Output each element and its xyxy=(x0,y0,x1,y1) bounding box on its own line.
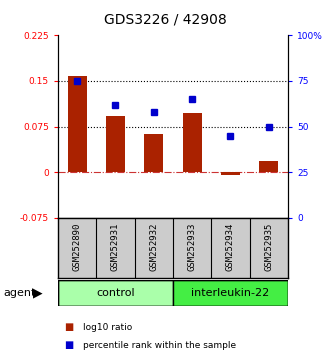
Text: GSM252932: GSM252932 xyxy=(149,223,158,271)
Text: agent: agent xyxy=(3,288,36,298)
Bar xyxy=(58,280,173,306)
Bar xyxy=(259,161,278,172)
Text: ▶: ▶ xyxy=(33,286,43,299)
Bar xyxy=(173,280,288,306)
Bar xyxy=(221,172,240,175)
Text: GSM252935: GSM252935 xyxy=(264,223,273,271)
Bar xyxy=(106,116,125,172)
Text: GSM252890: GSM252890 xyxy=(72,223,82,271)
Text: ■: ■ xyxy=(65,340,74,350)
Text: percentile rank within the sample: percentile rank within the sample xyxy=(83,341,236,350)
Bar xyxy=(182,113,202,172)
Bar xyxy=(144,134,164,172)
Text: ■: ■ xyxy=(65,322,74,332)
Bar xyxy=(68,76,87,172)
Text: log10 ratio: log10 ratio xyxy=(83,323,132,332)
Text: GSM252933: GSM252933 xyxy=(188,223,197,271)
Text: GSM252934: GSM252934 xyxy=(226,223,235,271)
Text: GDS3226 / 42908: GDS3226 / 42908 xyxy=(104,12,227,27)
Text: GSM252931: GSM252931 xyxy=(111,223,120,271)
Text: interleukin-22: interleukin-22 xyxy=(191,288,269,298)
Text: control: control xyxy=(96,288,135,298)
